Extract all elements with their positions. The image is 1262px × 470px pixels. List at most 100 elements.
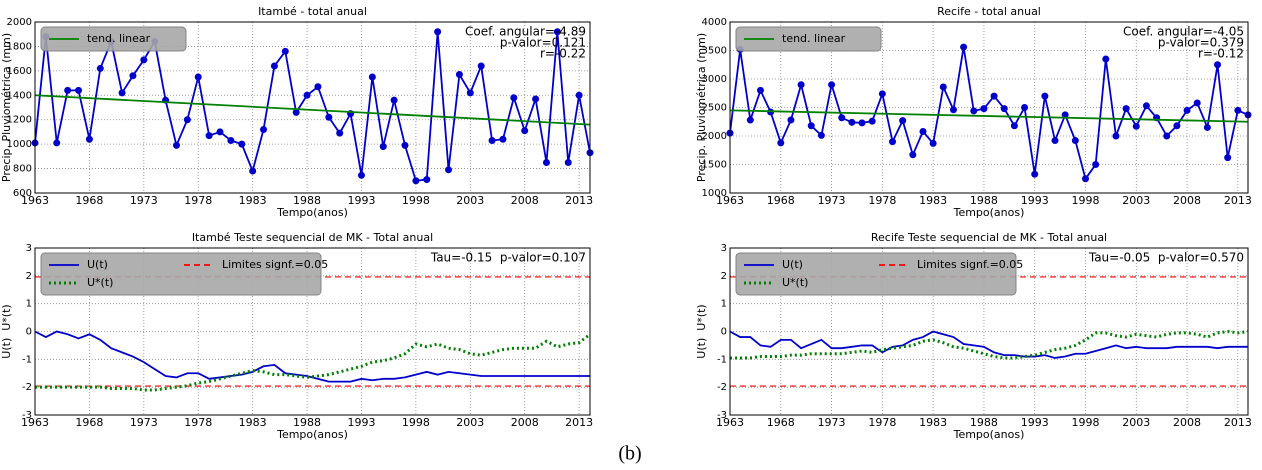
legend-box — [735, 26, 882, 52]
data-point — [303, 91, 311, 99]
x-tick-label: 2008 — [1173, 194, 1201, 207]
data-point — [1021, 104, 1029, 111]
legend-label: U*(t) — [87, 276, 113, 289]
y-tick-label: 2 — [721, 271, 727, 282]
data-point — [1203, 123, 1211, 131]
legend-label: U*(t) — [782, 276, 808, 289]
data-point — [270, 62, 278, 70]
data-point — [64, 86, 72, 94]
data-point — [1142, 102, 1150, 110]
data-point — [1051, 137, 1059, 145]
data-point — [412, 177, 420, 185]
y-tick-label: 3500 — [702, 46, 727, 57]
y-tick-label: -3 — [22, 410, 32, 421]
plot-frame — [34, 21, 591, 194]
data-point — [899, 117, 907, 125]
data-point — [929, 139, 937, 147]
legend-label: U(t) — [87, 258, 108, 271]
y-axis-label: Precip. Pluviométrica (mm) — [695, 33, 708, 182]
y-tick-label: 4000 — [702, 17, 727, 28]
data-point — [499, 135, 507, 143]
y-tick-label: -3 — [717, 410, 727, 421]
legend-label: Limites signf.=0.05 — [917, 258, 1023, 271]
y-axis-label: U(t) U*(t) — [0, 304, 13, 358]
data-point — [564, 158, 572, 166]
data-point — [1081, 175, 1089, 183]
annotation: Tau=-0.05 p-valor=0.570 — [1088, 251, 1244, 265]
y-tick-label: -2 — [717, 382, 727, 393]
x-tick-label: 2008 — [511, 416, 539, 429]
y-axis-label: U(t) U*(t) — [695, 304, 708, 358]
legend-label: tend. linear — [782, 32, 846, 45]
series-line — [730, 329, 1249, 360]
plot-frame — [729, 247, 1249, 416]
data-point — [357, 171, 365, 179]
data-point — [1092, 161, 1100, 168]
data-point — [488, 136, 496, 144]
x-tick-label: 1968 — [75, 194, 103, 207]
chart-title: Itambé - total anual — [258, 5, 367, 18]
data-point — [1061, 111, 1069, 119]
x-axis-label: Tempo(anos) — [953, 206, 1025, 219]
y-tick-label: -1 — [717, 354, 727, 365]
x-tick-label: 1988 — [970, 194, 998, 207]
series-line — [729, 330, 1248, 359]
data-point — [205, 132, 213, 140]
data-point — [848, 118, 856, 126]
y-tick-label: -2 — [22, 382, 32, 393]
data-point — [939, 83, 947, 91]
x-tick-label: 1968 — [767, 416, 795, 429]
annotation: Coef. angular=-4.05 — [1123, 25, 1244, 39]
y-tick-label: 1000 — [702, 188, 727, 199]
series-line — [729, 46, 1249, 181]
data-point — [919, 127, 927, 135]
data-point — [118, 89, 126, 97]
x-axis-label: Tempo(anos) — [276, 206, 348, 219]
annotation: p-valor=0.121 — [500, 36, 586, 50]
data-point — [553, 28, 561, 36]
series-line — [35, 333, 591, 392]
data-point — [434, 28, 442, 36]
data-point — [1000, 105, 1008, 113]
y-axis-label: Precip. Pluviométrica (mm) — [0, 33, 13, 182]
y-tick-label: 1200 — [7, 115, 32, 126]
x-tick-label: 1963 — [716, 194, 744, 207]
data-point — [183, 116, 191, 124]
x-tick-label: 1988 — [293, 194, 321, 207]
x-tick-label: 1968 — [767, 194, 795, 207]
annotation: Coef. angular=-4.89 — [465, 25, 586, 39]
data-point — [325, 113, 333, 121]
data-point — [281, 47, 289, 55]
y-tick-label: 800 — [13, 164, 32, 175]
x-tick-label: 2008 — [1173, 416, 1201, 429]
data-point — [960, 43, 968, 51]
series-line — [34, 94, 591, 126]
y-tick-label: 2000 — [702, 131, 727, 142]
data-point — [477, 62, 485, 70]
data-point — [909, 151, 917, 159]
data-point — [797, 81, 805, 89]
data-point — [828, 81, 836, 89]
data-point — [817, 131, 825, 139]
data-point — [1122, 105, 1130, 113]
data-point — [1041, 92, 1049, 100]
legend-box — [735, 252, 1017, 296]
legend-label: tend. linear — [87, 32, 151, 45]
x-tick-label: 1973 — [130, 194, 158, 207]
data-point — [838, 114, 846, 122]
data-point — [423, 176, 431, 184]
x-tick-label: 1973 — [818, 416, 846, 429]
data-point — [292, 108, 300, 116]
data-point — [1234, 106, 1242, 114]
x-tick-label: 1963 — [21, 416, 49, 429]
data-point — [216, 128, 224, 136]
y-tick-label: 1800 — [7, 41, 32, 52]
data-point — [1193, 99, 1201, 107]
y-tick-label: 1400 — [7, 90, 32, 101]
annotation: r=-0.22 — [540, 47, 586, 61]
data-point — [238, 140, 246, 148]
x-tick-label: 1968 — [75, 416, 103, 429]
y-tick-label: 2 — [26, 271, 32, 282]
data-point — [858, 119, 866, 127]
